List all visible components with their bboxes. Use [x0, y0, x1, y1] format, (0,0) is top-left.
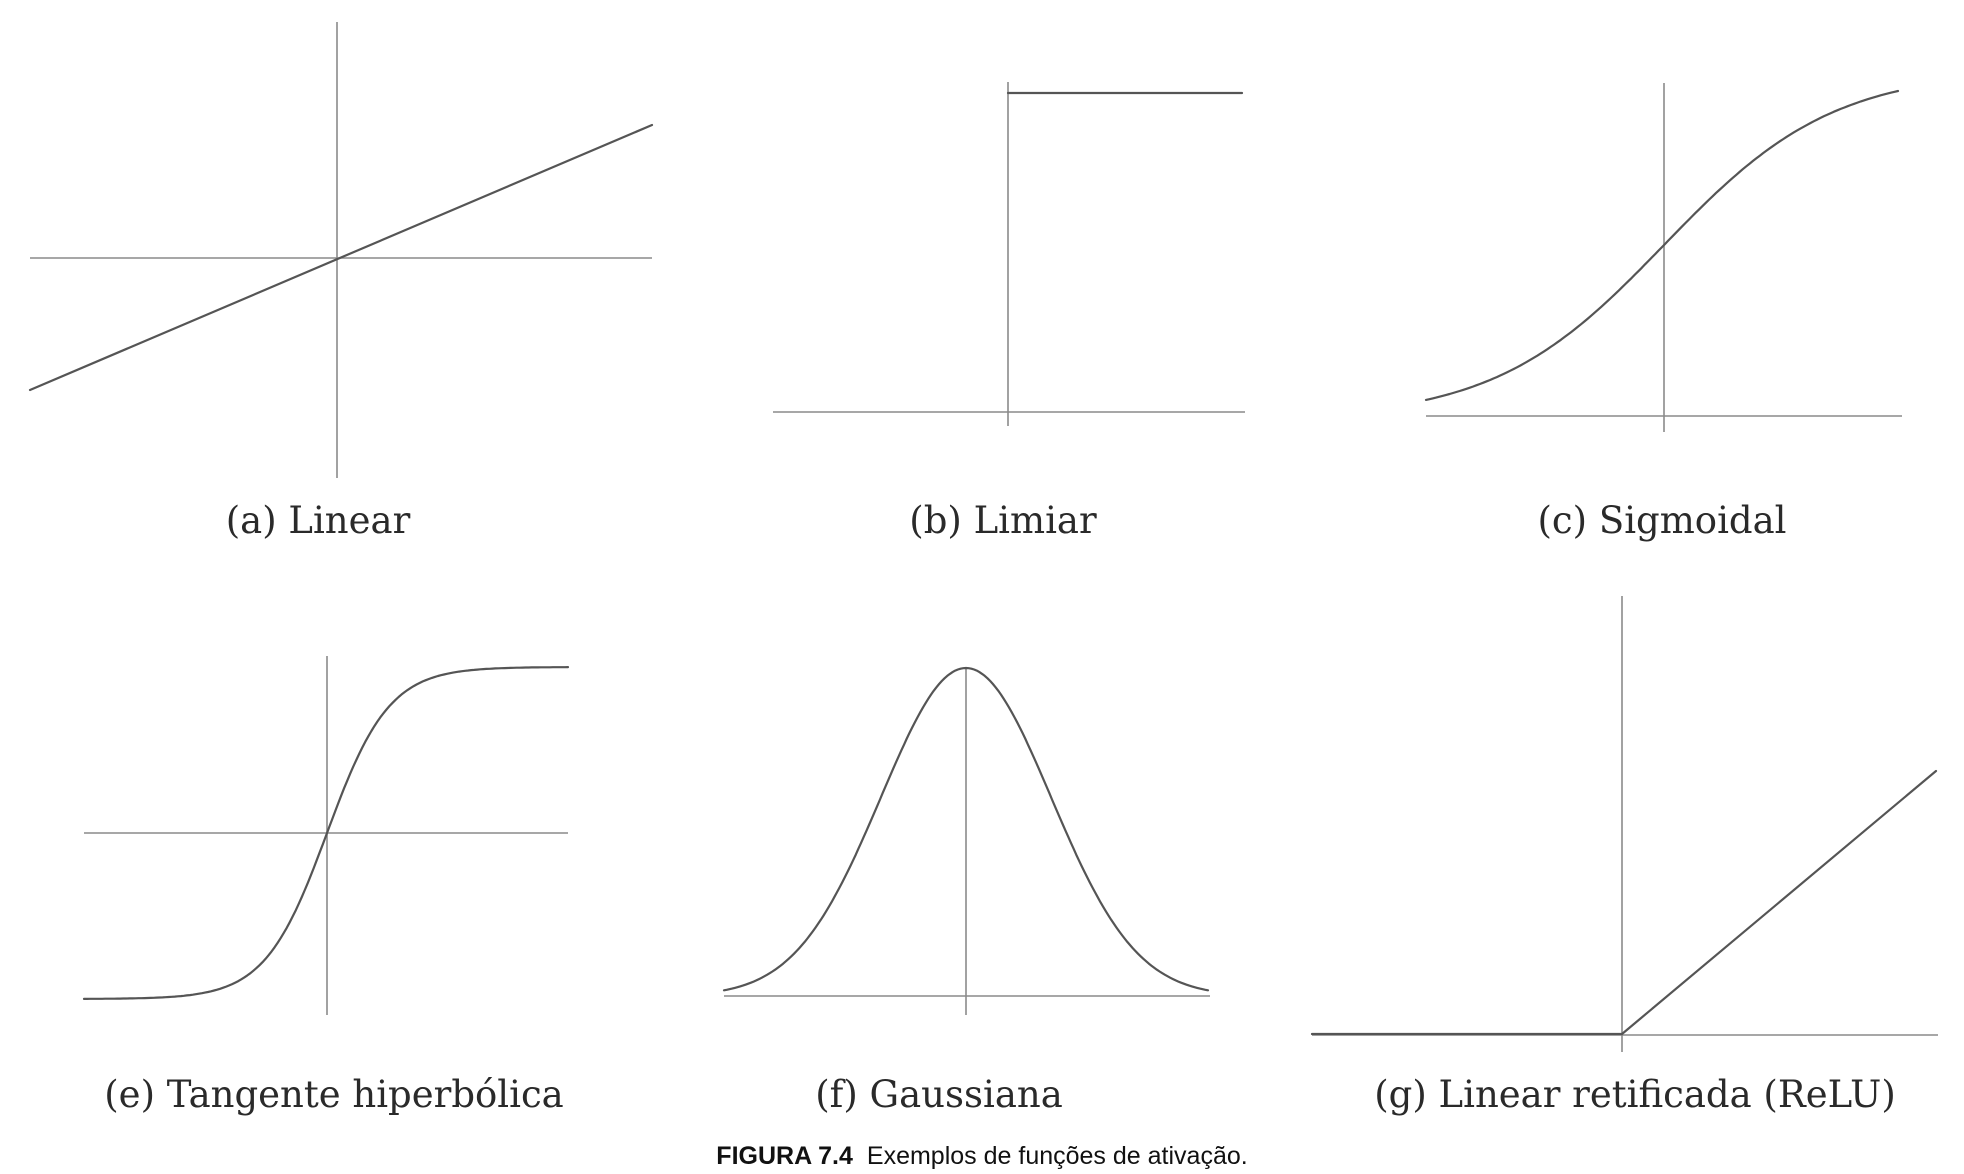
panel-step: (b) Limiar	[773, 82, 1245, 542]
panel-label-tanh: (e) Tangente hiperbólica	[104, 1073, 564, 1116]
linear-curve	[28, 123, 654, 392]
panel-gaussian: (f) Gaussiana	[722, 666, 1210, 1116]
relu-curve	[1310, 769, 1938, 1036]
panel-sigmoid: (c) Sigmoidal	[1424, 83, 1902, 542]
figure-caption: FIGURA 7.4 Exemplos de funções de ativaçã…	[0, 1142, 1964, 1171]
panel-label-sigmoid: (c) Sigmoidal	[1538, 499, 1787, 542]
sigmoid-curve	[1424, 89, 1900, 401]
panel-relu: (g) Linear retificada (ReLU)	[1310, 596, 1938, 1116]
gaussian-curve	[722, 666, 1210, 992]
panel-linear: (a) Linear	[28, 22, 654, 542]
panel-tanh: (e) Tangente hiperbólica	[82, 656, 570, 1116]
figure-caption-text: Exemplos de funções de ativação.	[866, 1142, 1248, 1170]
tanh-curve	[82, 666, 570, 1000]
panel-label-gaussian: (f) Gaussiana	[815, 1073, 1063, 1116]
figure-caption-label: FIGURA 7.4	[716, 1142, 853, 1170]
panel-label-step: (b) Limiar	[909, 499, 1097, 542]
panel-label-relu: (g) Linear retificada (ReLU)	[1374, 1073, 1896, 1116]
panel-label-linear: (a) Linear	[226, 499, 411, 542]
